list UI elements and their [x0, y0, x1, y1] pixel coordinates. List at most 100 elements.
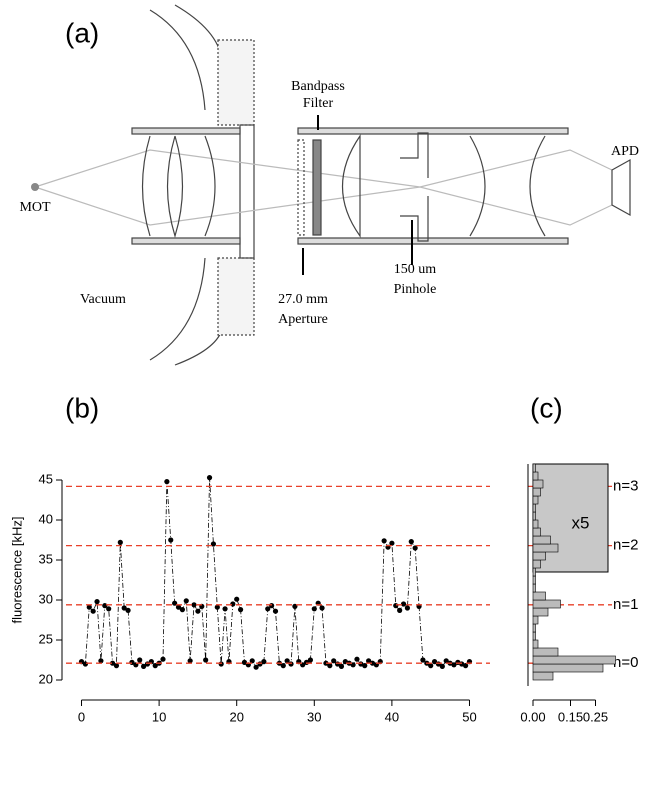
data-point: [451, 662, 457, 668]
data-point: [319, 605, 325, 611]
data-point: [179, 607, 185, 613]
data-point: [253, 664, 259, 670]
data-point: [94, 599, 100, 605]
window: [239, 124, 255, 259]
x-tick-label: 50: [462, 709, 476, 724]
data-point: [82, 661, 88, 667]
data-point: [137, 657, 143, 663]
data-point: [265, 606, 271, 612]
y-axis-title: fluorescence [kHz]: [9, 517, 24, 624]
hist-bar: [532, 543, 559, 553]
data-point: [404, 605, 411, 611]
data-point: [443, 658, 449, 664]
y-tick-label: 45: [39, 471, 53, 486]
hist-bar: [532, 463, 536, 473]
data-point: [195, 608, 201, 614]
hist-bar: [532, 487, 541, 497]
data-point: [187, 658, 193, 664]
data-point: [269, 603, 275, 609]
data-point: [400, 601, 407, 607]
lens: [141, 135, 216, 239]
data-point: [393, 603, 399, 609]
aperture: [297, 139, 305, 236]
label: Filter: [303, 96, 334, 111]
data-point: [117, 539, 123, 546]
label: Bandpass: [291, 79, 345, 94]
data-point: [106, 606, 112, 612]
y-tick-label: 20: [39, 671, 53, 686]
hist-bar: [532, 583, 536, 593]
data-point: [428, 663, 434, 669]
data-point: [412, 545, 418, 551]
hist-bar: [532, 471, 539, 481]
data-point: [362, 663, 368, 669]
hist-bar: [532, 535, 551, 545]
data-point: [261, 659, 267, 665]
data-point: [140, 663, 147, 670]
data-point: [164, 479, 170, 485]
data-point: [230, 601, 236, 607]
chamber-wall: [174, 4, 223, 61]
hist-bar: [532, 631, 536, 641]
level-label: n=2: [613, 537, 638, 554]
data-point: [172, 600, 178, 606]
data-point: [175, 604, 182, 610]
hist-bar: [532, 591, 546, 601]
data-point: [439, 663, 445, 670]
data-point: [366, 658, 372, 664]
data-point: [98, 658, 104, 664]
level-label: n=1: [613, 596, 638, 613]
data-point: [183, 598, 189, 604]
data-point: [338, 663, 345, 670]
hist-bar: [532, 479, 544, 489]
hist-bar: [532, 623, 536, 633]
hist-bar: [532, 607, 549, 617]
label: 27.0 mm: [278, 292, 328, 307]
x-tick-label: 10: [152, 709, 166, 724]
x-tick-label: 0.00: [520, 709, 545, 724]
ray: [34, 149, 613, 226]
data-point: [234, 596, 240, 602]
data-point: [241, 659, 248, 666]
data-point: [210, 541, 217, 547]
data-point: [280, 663, 286, 669]
level-label: n=0: [613, 654, 638, 671]
hist-bar: [532, 639, 539, 649]
panel-label: (c): [530, 392, 563, 423]
y-tick-label: 35: [39, 551, 53, 566]
data-point: [222, 606, 228, 612]
x-tick-label: 20: [229, 709, 243, 724]
data-point: [331, 658, 337, 664]
inset-label: x5: [572, 513, 590, 532]
data-point: [86, 604, 92, 610]
label: Vacuum: [80, 292, 126, 307]
x-tick-label: 0.25: [583, 709, 608, 724]
tube-wall: [297, 127, 569, 135]
x-tick-label: 0.15: [558, 709, 583, 724]
hist-bar: [532, 655, 616, 665]
hist-bar: [532, 647, 559, 657]
flange: [217, 39, 255, 126]
optics-diagram: [31, 4, 631, 366]
panel-label: (a): [65, 17, 99, 48]
label: APD: [611, 144, 639, 159]
flange: [217, 257, 255, 336]
data-point: [90, 608, 96, 614]
data-point: [214, 604, 220, 610]
pinhole-mount: [400, 132, 429, 242]
trace: [81, 477, 470, 668]
data-point: [160, 656, 166, 662]
hist-bar: [532, 519, 539, 529]
data-point: [109, 660, 116, 666]
mot-dot: [31, 183, 39, 191]
label: 150 um: [394, 262, 437, 277]
lens: [342, 134, 546, 238]
hist-bar: [532, 559, 541, 569]
data-point: [121, 605, 127, 611]
filter: [312, 139, 322, 236]
data-point: [463, 663, 469, 669]
hist-bar: [532, 663, 604, 673]
data-point: [397, 607, 403, 614]
hist-bar: [532, 671, 554, 681]
